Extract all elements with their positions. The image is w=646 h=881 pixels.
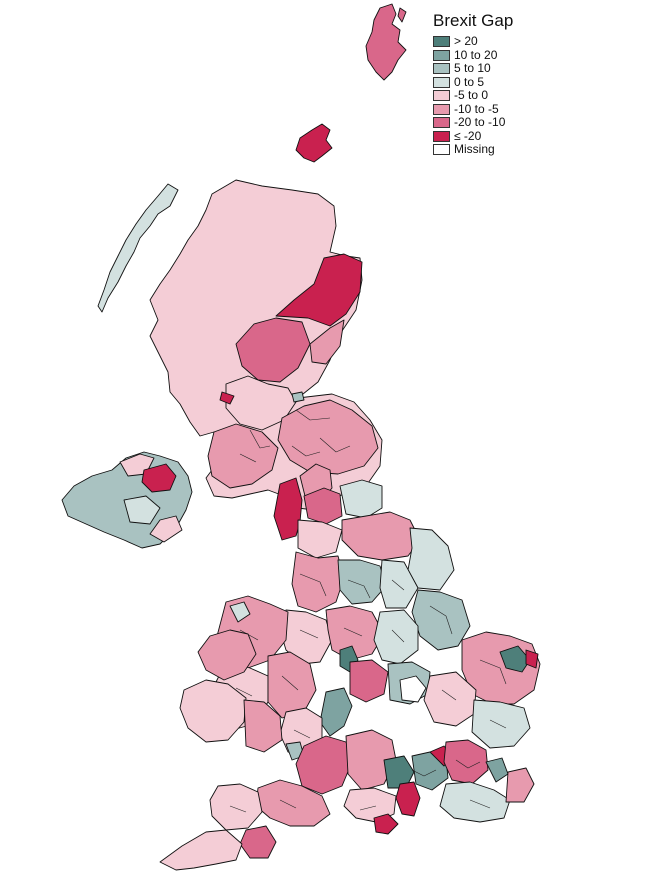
legend-swatch <box>433 76 450 88</box>
outer-hebrides <box>97 183 179 313</box>
legend-swatch <box>433 117 450 129</box>
legend-label: 5 to 10 <box>454 61 491 76</box>
legend-item: 5 to 10 <box>433 62 513 76</box>
legend-label: Missing <box>454 142 495 157</box>
legend-swatch <box>433 144 450 156</box>
legend-item: -20 to -10 <box>433 116 513 130</box>
legend-label: -20 to -10 <box>454 115 506 130</box>
legend-label: 0 to 5 <box>454 74 485 89</box>
scotland <box>149 179 383 511</box>
south-england <box>159 729 535 871</box>
wales <box>179 629 305 761</box>
northern-ireland <box>61 451 193 549</box>
legend-swatch <box>433 49 450 61</box>
east-england <box>399 631 541 749</box>
shetland-islands <box>365 3 407 81</box>
legend-items: > 20 10 to 20 5 to 10 0 to 5 -5 to 0 -10 to -… <box>433 35 513 157</box>
legend: Brexit Gap > 20 10 to 20 5 to 10 0 to 5 -5 t… <box>433 11 513 157</box>
legend-title: Brexit Gap <box>433 11 514 30</box>
legend-item: > 20 <box>433 35 513 49</box>
legend-item: ≤ -20 <box>433 128 513 144</box>
legend-label: ≤ -20 <box>454 128 482 143</box>
legend-swatch <box>433 90 450 102</box>
legend-swatch <box>433 63 450 75</box>
legend-item: -10 to -5 <box>433 101 513 117</box>
legend-label: -5 to 0 <box>454 88 489 103</box>
legend-label: 10 to 20 <box>454 47 498 62</box>
orkney-islands <box>295 123 333 163</box>
legend-label: > 20 <box>454 34 478 49</box>
legend-item: Missing <box>433 143 513 157</box>
legend-swatch <box>433 103 450 115</box>
legend-item: -5 to 0 <box>433 89 513 103</box>
legend-label: -10 to -5 <box>454 101 499 116</box>
legend-item: 0 to 5 <box>433 74 513 90</box>
legend-swatch <box>433 130 450 142</box>
legend-swatch <box>433 36 450 48</box>
north-england <box>273 463 455 591</box>
legend-item: 10 to 20 <box>433 47 513 63</box>
